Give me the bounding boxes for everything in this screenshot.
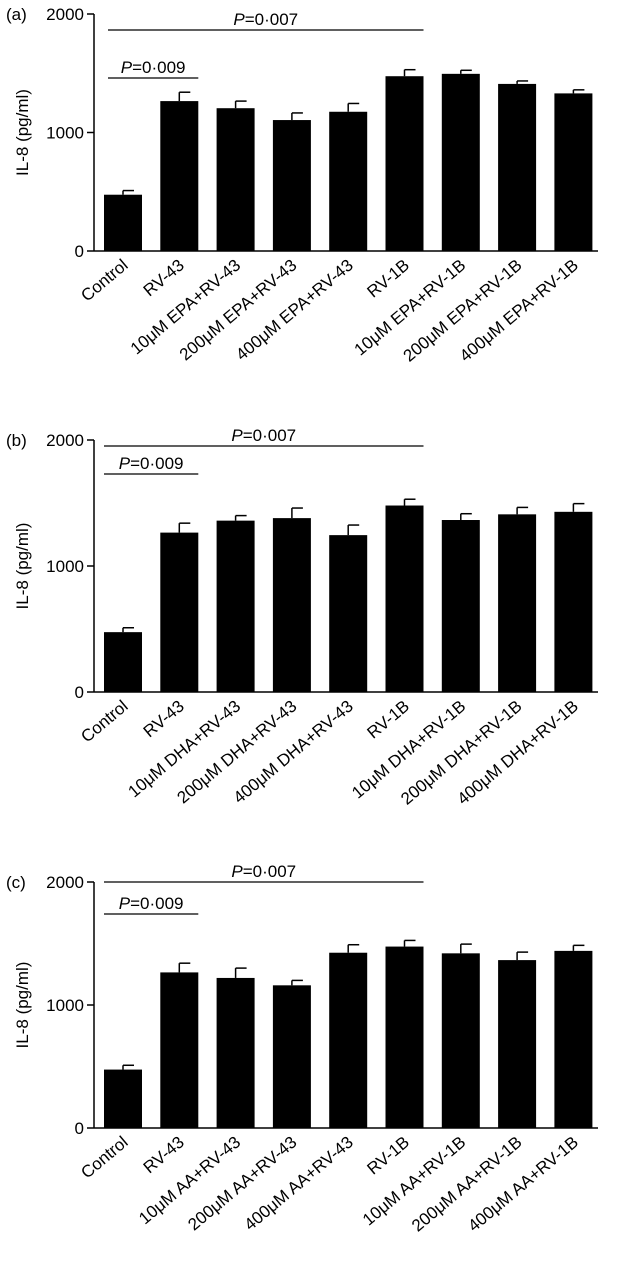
significance-label: P=0·007 bbox=[233, 10, 298, 29]
significance-label: P=0·009 bbox=[119, 894, 184, 913]
category-label: RV-1B bbox=[363, 256, 413, 302]
y-axis-label: IL-8 (pg/ml) bbox=[13, 523, 32, 610]
bar bbox=[104, 1069, 142, 1128]
category-label: Control bbox=[77, 1133, 131, 1183]
bar bbox=[441, 520, 480, 692]
y-tick-label: 0 bbox=[75, 683, 84, 702]
y-tick-label: 1000 bbox=[46, 557, 84, 576]
y-tick-label: 2000 bbox=[46, 873, 84, 892]
panel-label: (b) bbox=[6, 431, 27, 450]
y-tick-label: 0 bbox=[75, 1119, 84, 1138]
bar bbox=[272, 985, 311, 1128]
bar bbox=[160, 101, 199, 251]
bar bbox=[216, 977, 255, 1128]
y-tick-label: 0 bbox=[75, 242, 84, 261]
category-label: Control bbox=[77, 256, 131, 306]
bar bbox=[498, 83, 537, 251]
chart-panel: (c) 0 1000 2000 IL-8 (pg/ml) Control RV-4310μM… bbox=[6, 862, 598, 1235]
bar bbox=[216, 108, 255, 252]
category-label: RV-43 bbox=[140, 697, 188, 742]
bar bbox=[104, 632, 142, 692]
significance-label: P=0·007 bbox=[231, 426, 296, 445]
bar bbox=[385, 76, 424, 252]
bar bbox=[554, 511, 593, 692]
bar bbox=[385, 505, 424, 692]
category-label: RV-43 bbox=[140, 256, 188, 301]
y-axis-label: IL-8 (pg/ml) bbox=[13, 89, 32, 176]
significance-label: P=0·007 bbox=[231, 862, 296, 881]
bar bbox=[160, 972, 199, 1128]
category-label: 10μM AA+RV-43 bbox=[135, 1133, 244, 1229]
bar bbox=[554, 93, 593, 252]
y-tick-label: 1000 bbox=[46, 124, 84, 143]
bar bbox=[329, 535, 368, 692]
y-tick-label: 2000 bbox=[46, 431, 84, 450]
bar bbox=[385, 946, 424, 1128]
bar bbox=[441, 953, 480, 1128]
bar bbox=[272, 120, 311, 252]
bar bbox=[104, 194, 142, 251]
panel-label: (a) bbox=[6, 5, 27, 24]
bar bbox=[329, 111, 368, 251]
significance-label: P=0·009 bbox=[121, 58, 186, 77]
bar bbox=[160, 532, 199, 692]
category-label: RV-1B bbox=[363, 697, 413, 743]
bar bbox=[498, 514, 537, 692]
category-label: Control bbox=[77, 697, 131, 747]
y-tick-label: 1000 bbox=[46, 996, 84, 1015]
bar bbox=[329, 952, 368, 1128]
panel-label: (c) bbox=[6, 873, 26, 892]
bar bbox=[216, 520, 255, 692]
bar bbox=[498, 960, 537, 1128]
y-axis-label: IL-8 (pg/ml) bbox=[13, 962, 32, 1049]
y-tick-label: 2000 bbox=[46, 5, 84, 24]
bar bbox=[272, 518, 311, 692]
significance-label: P=0·009 bbox=[119, 454, 184, 473]
bar bbox=[554, 950, 593, 1128]
category-label: RV-1B bbox=[363, 1133, 413, 1179]
bar bbox=[441, 73, 480, 251]
category-label: RV-43 bbox=[140, 1133, 188, 1178]
